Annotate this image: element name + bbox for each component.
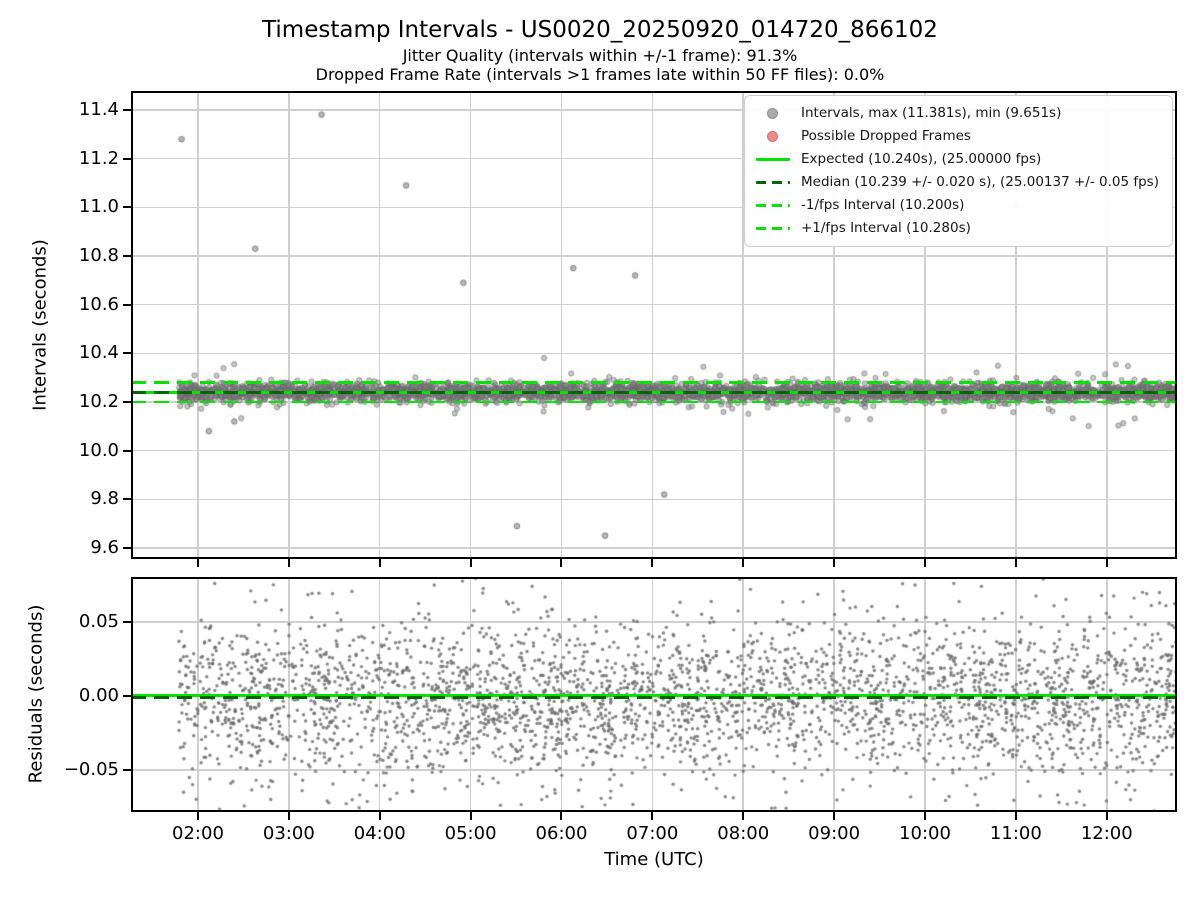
median-residual-line xyxy=(131,695,1177,699)
y-tick xyxy=(123,620,131,623)
legend: Intervals, max (11.381s), min (9.651s) Po… xyxy=(743,95,1173,247)
x-axis-label: Time (UTC) xyxy=(604,849,704,870)
x-tick-label: 11:00 xyxy=(989,823,1042,844)
legend-marker-icon xyxy=(756,131,790,142)
legend-entry: -1/fps Interval (10.200s) xyxy=(755,197,1159,214)
y-tick-label: 10.0 xyxy=(78,439,119,461)
x-tick xyxy=(651,559,654,567)
y-tick-label: 10.6 xyxy=(78,293,119,315)
x-tick xyxy=(1014,812,1017,820)
y-tick xyxy=(123,498,131,501)
y-tick xyxy=(123,449,131,452)
y-tick-label: 11.2 xyxy=(78,147,119,169)
y-tick xyxy=(123,547,131,550)
intervals-plot: Intervals, max (11.381s), min (9.651s) Po… xyxy=(131,91,1177,559)
median-line xyxy=(131,391,1177,395)
x-tick-label: 10:00 xyxy=(899,823,951,844)
legend-line-swatch xyxy=(755,203,790,208)
x-tick xyxy=(378,812,381,820)
legend-line-swatch xyxy=(755,157,790,162)
x-tick-label: 02:00 xyxy=(172,823,224,844)
x-tick xyxy=(560,559,563,567)
y-tick-label: 0.05 xyxy=(78,610,119,632)
x-tick-label: 08:00 xyxy=(717,823,770,844)
y-tick-label: 0.00 xyxy=(78,684,119,706)
x-tick xyxy=(923,812,926,820)
x-tick-label: 05:00 xyxy=(444,823,497,844)
x-tick-label: 09:00 xyxy=(808,823,861,844)
legend-entry: Intervals, max (11.381s), min (9.651s) xyxy=(756,105,1159,122)
x-tick-label: 04:00 xyxy=(353,823,406,844)
y-tick xyxy=(123,352,131,355)
x-tick xyxy=(560,812,563,820)
y-tick xyxy=(123,401,131,404)
x-tick-label: 03:00 xyxy=(262,823,315,844)
legend-entry-label: Possible Dropped Frames xyxy=(800,128,971,144)
residuals-plot xyxy=(131,577,1177,812)
legend-marker-icon xyxy=(756,108,790,119)
y-tick-label: −0.05 xyxy=(63,758,119,780)
legend-line-icon xyxy=(755,203,790,208)
y-tick xyxy=(123,206,131,209)
legend-dot-swatch xyxy=(767,108,779,119)
x-tick xyxy=(651,812,654,820)
x-tick xyxy=(1105,812,1108,820)
y-tick-label: 9.8 xyxy=(90,488,119,510)
legend-entry-label: Expected (10.240s), (25.00000 fps) xyxy=(800,151,1042,167)
x-tick xyxy=(833,559,836,567)
x-tick xyxy=(287,812,290,820)
y-tick-label: 10.4 xyxy=(78,342,119,364)
legend-line-icon xyxy=(755,180,790,185)
y-tick-label: 11.0 xyxy=(78,196,119,218)
legend-line-icon xyxy=(755,226,790,231)
x-tick xyxy=(742,812,745,820)
x-tick xyxy=(469,559,472,567)
minus-1fps-line xyxy=(131,400,1177,404)
x-tick xyxy=(833,812,836,820)
x-tick xyxy=(742,559,745,567)
plus-1fps-line xyxy=(131,381,1177,384)
x-tick xyxy=(469,812,472,820)
x-tick xyxy=(1105,559,1108,567)
legend-entry-label: Median (10.239 +/- 0.020 s), (25.00137 +… xyxy=(800,174,1159,190)
legend-entry: Expected (10.240s), (25.00000 fps) xyxy=(755,151,1159,168)
legend-line-icon xyxy=(755,157,790,162)
legend-entry: Possible Dropped Frames xyxy=(756,128,1159,145)
x-tick xyxy=(287,559,290,567)
y-tick xyxy=(123,303,131,306)
y-tick-label: 9.6 xyxy=(90,537,119,559)
x-tick xyxy=(923,559,926,567)
x-tick xyxy=(1014,559,1017,567)
x-tick-label: 12:00 xyxy=(1080,823,1133,844)
x-tick xyxy=(378,559,381,567)
legend-line-swatch xyxy=(755,180,790,185)
residuals-y-axis-label: Residuals (seconds) xyxy=(25,604,47,784)
x-tick xyxy=(196,559,199,567)
y-tick xyxy=(123,694,131,697)
y-tick-label: 10.8 xyxy=(78,245,119,266)
legend-entry: Median (10.239 +/- 0.020 s), (25.00137 +… xyxy=(755,174,1159,191)
legend-entry-label: Intervals, max (11.381s), min (9.651s) xyxy=(800,105,1062,121)
y-tick-label: 10.2 xyxy=(78,391,119,413)
legend-dot-swatch xyxy=(767,131,779,142)
y-tick-label: 11.4 xyxy=(78,98,119,120)
legend-line-swatch xyxy=(755,226,790,231)
subtitle-dropped-frame-rate: Dropped Frame Rate (intervals >1 frames … xyxy=(315,65,885,84)
x-tick xyxy=(196,812,199,820)
legend-entry-label: +1/fps Interval (10.280s) xyxy=(800,220,971,236)
x-tick-label: 07:00 xyxy=(626,823,679,844)
y-tick xyxy=(123,255,131,257)
legend-entry: +1/fps Interval (10.280s) xyxy=(755,220,1159,237)
chart-title: Timestamp Intervals - US0020_20250920_01… xyxy=(262,17,938,43)
y-tick xyxy=(123,768,131,771)
subtitle-jitter-quality: Jitter Quality (intervals within +/-1 fr… xyxy=(402,46,798,65)
y-tick xyxy=(123,157,131,160)
x-tick-label: 06:00 xyxy=(535,823,588,844)
y-tick xyxy=(123,108,131,111)
legend-entry-label: -1/fps Interval (10.200s) xyxy=(800,197,965,213)
intervals-y-axis-label: Intervals (seconds) xyxy=(29,239,51,411)
